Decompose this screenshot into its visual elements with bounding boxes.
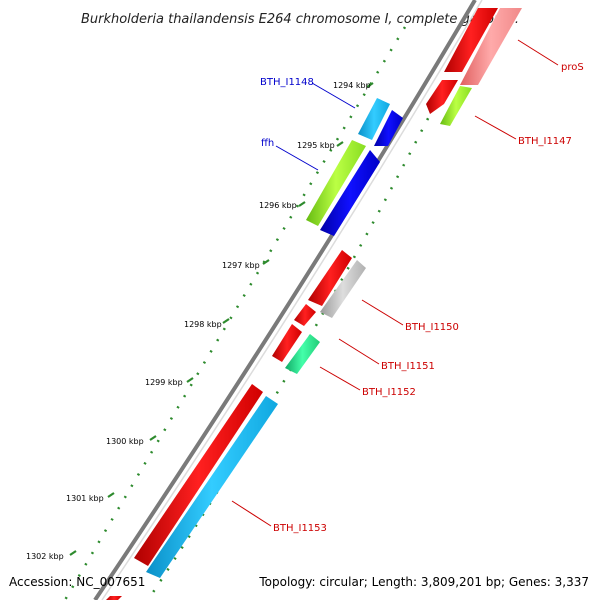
connector-BTH_I1148 <box>311 82 356 109</box>
connector-BTH_I1151 <box>338 338 380 365</box>
tick-label-1298: 1298 kbp <box>184 320 222 329</box>
gene-red-mid-1[interactable] <box>308 250 352 306</box>
connector-BTH_I1152 <box>319 366 361 391</box>
gene-grey-BTH_I1150[interactable] <box>320 260 366 318</box>
gene-red-bottom-edge[interactable] <box>106 596 122 600</box>
gene-red-long[interactable] <box>134 384 263 566</box>
gene-label-BTH_I1150[interactable]: BTH_I1150 <box>405 322 459 333</box>
genome-backbone-highlight <box>101 0 483 600</box>
gene-blue-ffh[interactable] <box>320 150 380 236</box>
accession-text: Accession: NC_007651 <box>9 575 145 589</box>
connector-BTH_I1150 <box>361 299 404 326</box>
gene-label-BTH_I1147[interactable]: BTH_I1147 <box>518 136 572 147</box>
gene-blue-1[interactable] <box>374 110 403 146</box>
tick-label-1297: 1297 kbp <box>222 261 260 270</box>
gene-mint-BTH_I1152[interactable] <box>285 334 320 374</box>
gene-label-ffh[interactable]: ffh <box>261 138 274 149</box>
tick-labels: 1294 kbp 1295 kbp 1296 kbp 1297 kbp 1298… <box>26 81 371 561</box>
gene-label-proS[interactable]: proS <box>561 62 584 73</box>
gene-label-BTH_I1148[interactable]: BTH_I1148 <box>260 77 314 88</box>
connector-BTH_I1147 <box>474 115 517 140</box>
gene-cyan-BTH_I1148[interactable] <box>358 98 390 140</box>
map-title: Burkholderia thailandensis E264 chromoso… <box>81 12 519 27</box>
gene-red-BTH_I1151[interactable] <box>294 304 316 326</box>
tick-label-1296: 1296 kbp <box>259 201 297 210</box>
gene-red-top-1[interactable] <box>444 8 498 72</box>
gene-green-BTH_I1147[interactable] <box>440 86 472 126</box>
tick-label-1302: 1302 kbp <box>26 552 64 561</box>
gene-label-BTH_I1151[interactable]: BTH_I1151 <box>381 361 435 372</box>
tick-label-1299: 1299 kbp <box>145 378 183 387</box>
tick-marks <box>69 82 374 556</box>
gene-red-mid-2[interactable] <box>272 324 302 362</box>
genome-summary-text: Topology: circular; Length: 3,809,201 bp… <box>258 575 589 589</box>
connector-proS <box>517 39 559 66</box>
gene-green-ffh[interactable] <box>306 140 366 226</box>
gene-red-top-2[interactable] <box>426 80 458 114</box>
connector-BTH_I1153 <box>231 500 272 527</box>
tick-label-1301: 1301 kbp <box>66 494 104 503</box>
gene-cyan-BTH_I1153[interactable] <box>146 396 278 578</box>
tick-label-1295: 1295 kbp <box>297 141 335 150</box>
gene-prolyl-proS[interactable] <box>460 8 522 85</box>
genome-backbone <box>93 0 477 600</box>
gene-label-BTH_I1152[interactable]: BTH_I1152 <box>362 387 416 398</box>
tick-dotted-arc-outer <box>63 26 407 600</box>
tick-label-1294: 1294 kbp <box>333 81 371 90</box>
connector-ffh <box>275 145 319 171</box>
gene-label-BTH_I1153[interactable]: BTH_I1153 <box>273 523 327 534</box>
tick-label-1300: 1300 kbp <box>106 437 144 446</box>
